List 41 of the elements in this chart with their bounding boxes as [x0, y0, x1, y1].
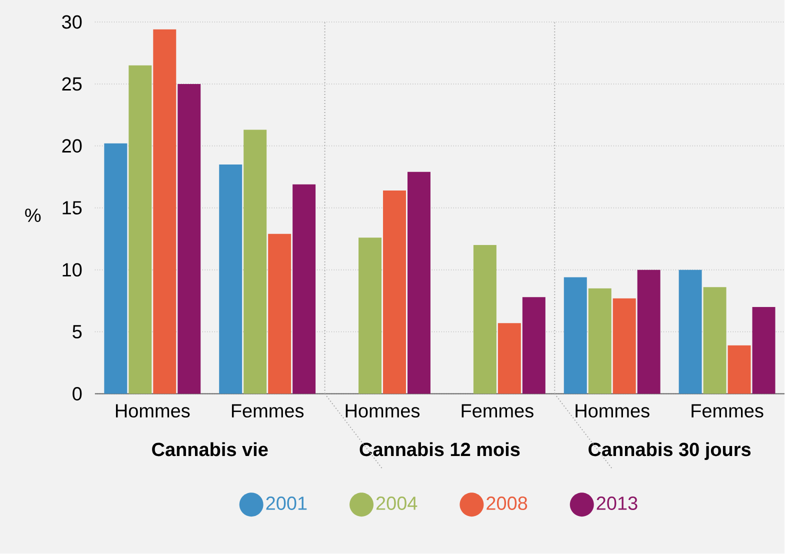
text: Cannabis 30 jours	[588, 442, 751, 460]
bar	[678, 270, 702, 394]
bar	[564, 277, 587, 394]
text: Cannabis vie	[152, 442, 268, 456]
bar	[588, 288, 612, 394]
bar	[178, 84, 201, 394]
bar	[612, 298, 636, 394]
y-tick-label: 25	[62, 77, 82, 91]
y-axis-title: %	[25, 208, 41, 222]
y-tick-label: 0	[72, 387, 82, 401]
bar	[292, 184, 316, 394]
bar	[219, 164, 242, 394]
bar	[268, 234, 292, 394]
y-tick-label: 15	[62, 201, 82, 215]
bar	[637, 270, 660, 394]
x-tick-label: Femmes	[692, 404, 764, 418]
bar	[522, 297, 546, 394]
legend-label: 2013	[596, 496, 638, 510]
bar	[473, 245, 496, 394]
bar	[383, 190, 406, 394]
bar	[703, 287, 726, 394]
x-tick-label: Hommes	[116, 404, 190, 418]
x-tick-label: Femmes	[462, 404, 534, 418]
bar	[244, 130, 267, 394]
y-tick-label: 20	[62, 139, 82, 153]
bar	[498, 323, 521, 394]
bar	[358, 238, 382, 394]
bar	[407, 172, 430, 394]
bar	[104, 144, 128, 394]
legend-label: 2001	[266, 496, 307, 510]
legend-label: 2004	[376, 496, 418, 510]
y-tick-label: 5	[72, 325, 82, 339]
bar	[153, 30, 176, 394]
y-tick-label: 30	[62, 15, 82, 29]
legend-label: 2008	[486, 496, 528, 510]
y-tick-label: 10	[62, 263, 82, 277]
bar	[728, 346, 751, 394]
bar	[128, 66, 152, 394]
bar	[752, 307, 776, 394]
x-tick-label: Femmes	[232, 404, 304, 418]
text: Cannabis 12 mois	[360, 442, 520, 456]
